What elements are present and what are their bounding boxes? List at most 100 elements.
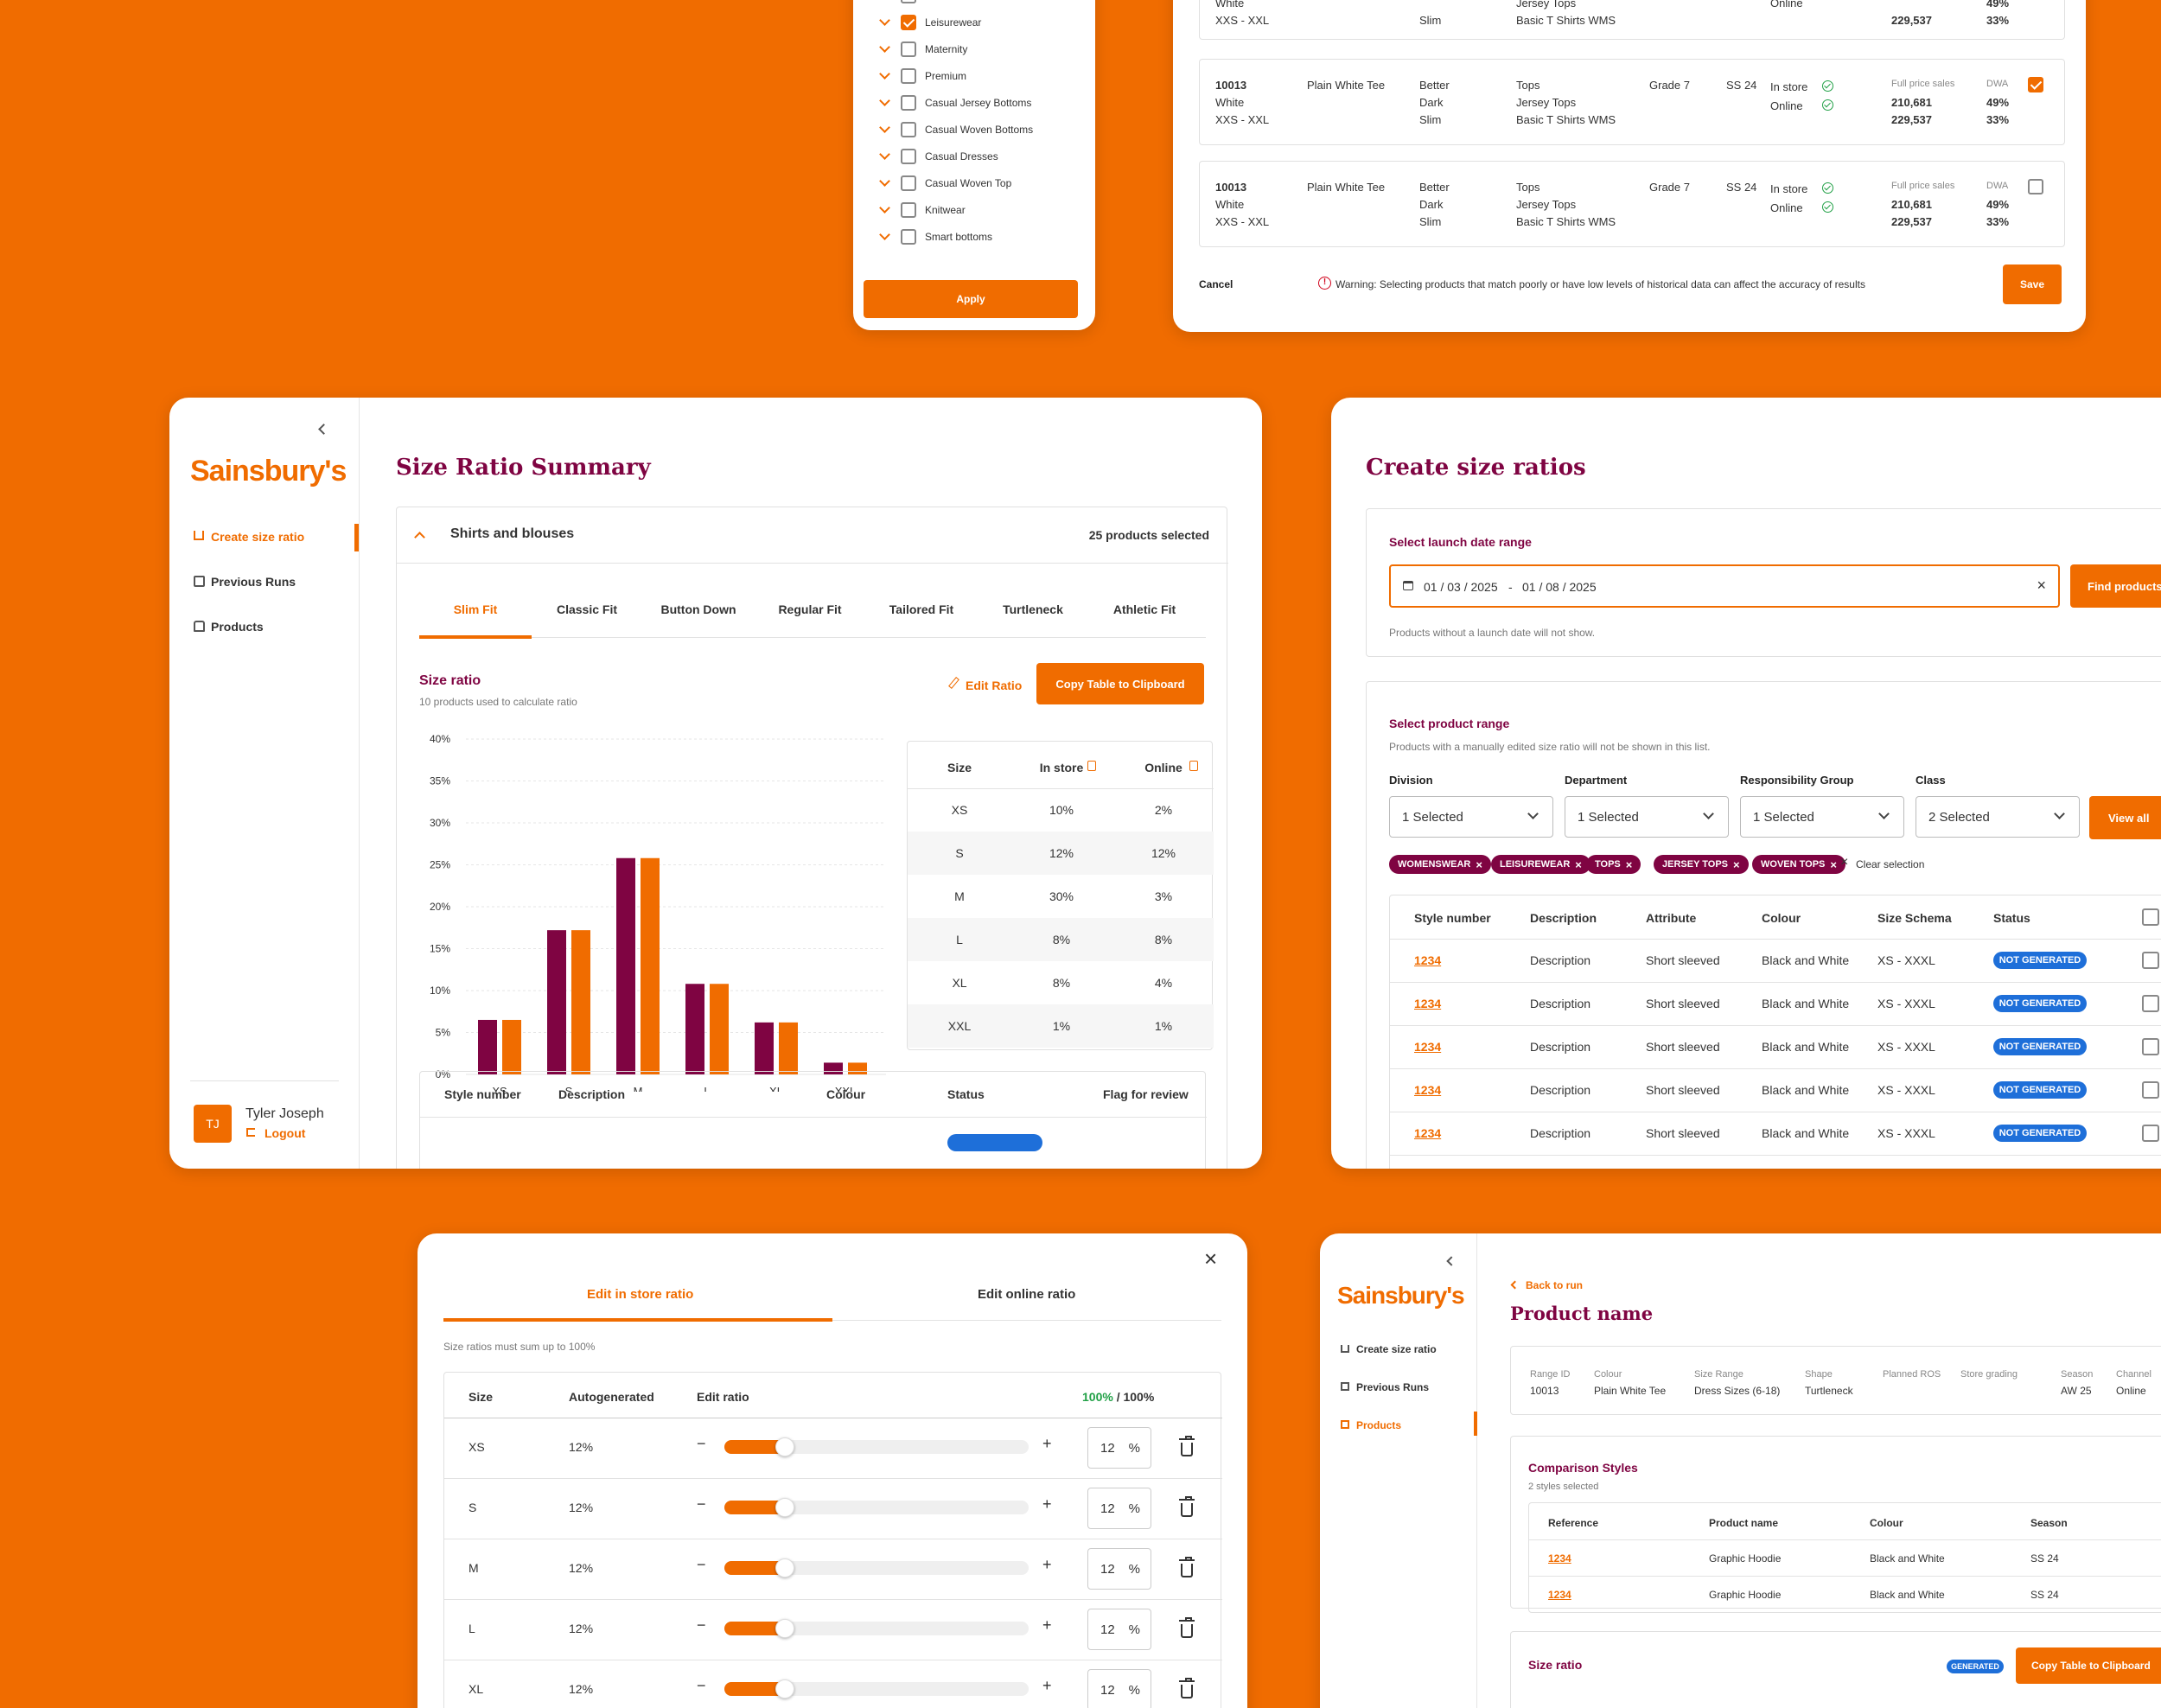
filter-dropdown[interactable]: 1 Selected — [1740, 796, 1904, 838]
nav-previous-runs[interactable]: Previous Runs — [211, 575, 296, 589]
remove-pill-icon[interactable]: × — [1830, 857, 1837, 871]
decrease-icon[interactable]: − — [697, 1677, 706, 1694]
slider-handle[interactable] — [775, 1558, 794, 1577]
remove-pill-icon[interactable]: × — [1625, 857, 1633, 871]
close-icon[interactable]: × — [1204, 1246, 1218, 1271]
slider-handle[interactable] — [775, 1498, 794, 1517]
fit-tab[interactable]: Classic Fit — [556, 602, 618, 616]
product-row[interactable]: 10013 White XXS - XXL Plain White Tee Better… — [1199, 161, 2065, 247]
decrease-icon[interactable]: − — [697, 1495, 706, 1513]
remove-pill-icon[interactable]: × — [1733, 857, 1740, 871]
expand-chevron-icon[interactable] — [879, 95, 890, 106]
expand-chevron-icon[interactable] — [879, 149, 890, 160]
filter-pill[interactable]: WOVEN TOPS × — [1752, 855, 1845, 874]
view-all-button[interactable]: View all — [2089, 796, 2161, 839]
row-checkbox[interactable] — [2142, 1038, 2159, 1055]
remove-pill-icon[interactable]: × — [1476, 857, 1482, 871]
logout-link[interactable]: Logout — [265, 1126, 306, 1140]
remove-pill-icon[interactable]: × — [1575, 857, 1582, 871]
edit-ratio-button[interactable]: Edit Ratio — [966, 679, 1023, 692]
clear-selection-icon[interactable]: × — [1840, 855, 1849, 870]
apply-button[interactable]: Apply — [864, 280, 1078, 318]
reference-link[interactable]: 1234 — [1548, 1589, 1571, 1601]
row-checkbox[interactable] — [2142, 1081, 2159, 1099]
nav-products[interactable]: Products — [211, 620, 264, 634]
find-products-button[interactable]: Find products — [2070, 564, 2161, 608]
collapse-sidebar-icon[interactable] — [318, 424, 329, 435]
decrease-icon[interactable]: − — [697, 1556, 706, 1573]
ratio-slider[interactable] — [724, 1679, 1029, 1698]
filter-pill[interactable]: LEISUREWEAR × — [1491, 855, 1590, 874]
fit-tab[interactable]: Turtleneck — [1003, 602, 1063, 616]
filter-pill[interactable]: TOPS × — [1586, 855, 1641, 874]
delete-icon[interactable] — [1179, 1557, 1195, 1577]
reference-link[interactable]: 1234 — [1548, 1552, 1571, 1565]
slider-handle[interactable] — [775, 1679, 794, 1698]
ratio-slider[interactable] — [724, 1558, 1029, 1577]
fit-tab[interactable]: Athletic Fit — [1112, 602, 1176, 616]
category-checkbox[interactable] — [901, 149, 916, 164]
filter-dropdown[interactable]: 2 Selected — [1916, 796, 2080, 838]
back-to-run-link[interactable]: Back to run — [1526, 1279, 1584, 1291]
ratio-input[interactable]: 12% — [1087, 1609, 1151, 1650]
row-checkbox[interactable] — [2142, 1125, 2159, 1142]
category-checkbox[interactable] — [901, 15, 916, 30]
ratio-input[interactable]: 12% — [1087, 1427, 1151, 1469]
ratio-slider[interactable] — [724, 1619, 1029, 1638]
save-button[interactable]: Save — [2003, 264, 2062, 304]
delete-icon[interactable] — [1179, 1496, 1195, 1517]
category-checkbox[interactable] — [901, 175, 916, 191]
product-select-checkbox[interactable] — [2028, 77, 2043, 92]
slider-handle[interactable] — [775, 1437, 794, 1456]
copy-table-button[interactable]: Copy Table to Clipboard — [1036, 663, 1204, 704]
expand-chevron-icon[interactable] — [879, 175, 890, 187]
category-checkbox[interactable] — [901, 122, 916, 137]
clear-selection-link[interactable]: Clear selection — [1856, 858, 1925, 870]
product-select-checkbox[interactable] — [2028, 179, 2043, 194]
category-checkbox[interactable] — [901, 0, 916, 3]
product-row[interactable]: 10013 White XXS - XXL Plain White Tee Better… — [1199, 59, 2065, 145]
style-number-link[interactable]: 1234 — [1414, 953, 1442, 967]
increase-icon[interactable]: + — [1042, 1435, 1052, 1452]
fit-tab[interactable]: Regular Fit — [778, 602, 842, 616]
nav-create-size-ratio[interactable]: Create size ratio — [1356, 1343, 1437, 1355]
category-checkbox[interactable] — [901, 229, 916, 245]
ratio-slider[interactable] — [724, 1498, 1029, 1517]
style-number-link[interactable]: 1234 — [1414, 1040, 1442, 1054]
ratio-slider[interactable] — [724, 1437, 1029, 1456]
collapse-sidebar-icon[interactable] — [1446, 1256, 1457, 1266]
category-checkbox[interactable] — [901, 68, 916, 84]
expand-chevron-icon[interactable] — [879, 202, 890, 214]
cancel-button[interactable]: Cancel — [1199, 278, 1233, 290]
expand-chevron-icon[interactable] — [879, 68, 890, 80]
decrease-icon[interactable]: − — [697, 1616, 706, 1634]
delete-icon[interactable] — [1179, 1436, 1195, 1456]
clear-date-icon[interactable]: × — [2037, 577, 2046, 594]
filter-pill[interactable]: JERSEY TOPS × — [1654, 855, 1749, 874]
slider-handle[interactable] — [775, 1619, 794, 1638]
copy-table-button[interactable]: Copy Table to Clipboard — [2016, 1647, 2161, 1684]
increase-icon[interactable]: + — [1042, 1556, 1052, 1573]
style-number-link[interactable]: 1234 — [1414, 1126, 1442, 1140]
expand-chevron-icon[interactable] — [879, 122, 890, 133]
fit-tab[interactable]: Button Down — [660, 602, 736, 616]
expand-chevron-icon[interactable] — [879, 229, 890, 240]
fit-tab[interactable]: Slim Fit — [453, 602, 498, 616]
row-checkbox[interactable] — [2142, 995, 2159, 1012]
category-checkbox[interactable] — [901, 41, 916, 57]
date-range-input[interactable]: 01 / 03 / 2025 - 01 / 08 / 2025 × — [1389, 564, 2060, 608]
fit-tab[interactable]: Tailored Fit — [889, 602, 954, 616]
ratio-input[interactable]: 12% — [1087, 1548, 1151, 1590]
expand-chevron-icon[interactable] — [879, 15, 890, 26]
row-checkbox[interactable] — [2142, 952, 2159, 969]
filter-dropdown[interactable]: 1 Selected — [1565, 796, 1729, 838]
select-all-checkbox[interactable] — [2142, 908, 2159, 926]
nav-previous-runs[interactable]: Previous Runs — [1356, 1381, 1430, 1393]
style-number-link[interactable]: 1234 — [1414, 1083, 1442, 1097]
filter-dropdown[interactable]: 1 Selected — [1389, 796, 1553, 838]
delete-icon[interactable] — [1179, 1678, 1195, 1698]
nav-create-size-ratio[interactable]: Create size ratio — [211, 530, 305, 544]
category-checkbox[interactable] — [901, 202, 916, 218]
copy-icon[interactable] — [1189, 761, 1198, 771]
increase-icon[interactable]: + — [1042, 1616, 1052, 1634]
